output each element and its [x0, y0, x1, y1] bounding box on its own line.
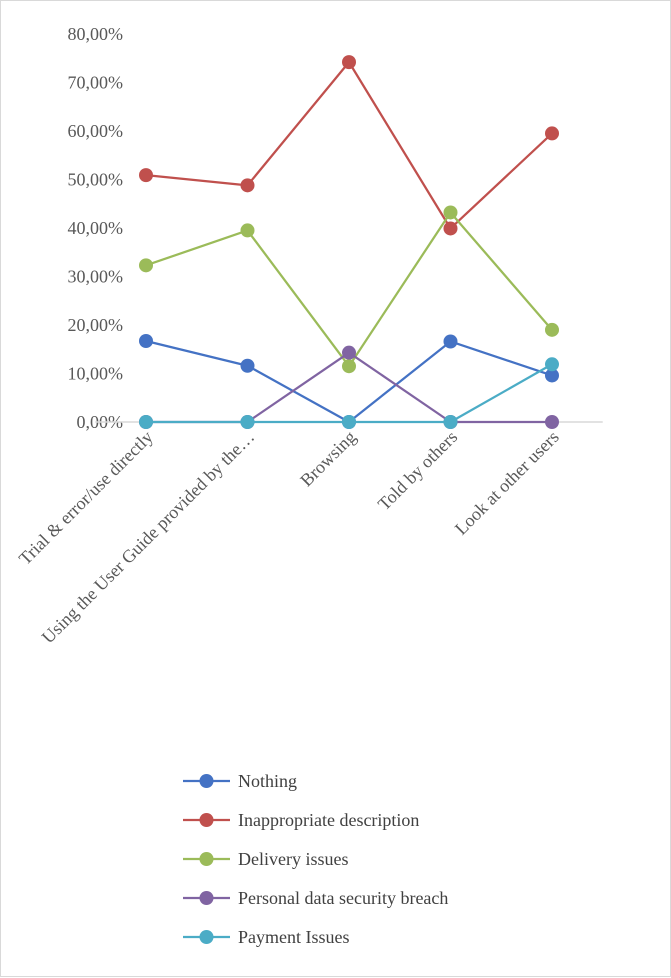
x-tick-label: Using the User Guide provided by the…: [38, 427, 259, 648]
legend-item: Nothing: [183, 771, 297, 791]
legend-item: Delivery issues: [183, 849, 348, 869]
data-point: [240, 358, 255, 373]
legend-swatch-marker: [199, 852, 214, 866]
y-tick-label: 60,00%: [68, 121, 124, 141]
data-point: [342, 345, 356, 360]
legend-swatch-marker: [199, 930, 214, 944]
data-point: [139, 258, 153, 273]
x-tick-label: Told by others: [374, 427, 461, 514]
y-tick-label: 70,00%: [68, 73, 124, 93]
series-line: [145, 61, 553, 230]
legend: Nothing Inappropriate description Delivery…: [183, 771, 448, 947]
data-point: [240, 178, 255, 193]
data-point: [240, 223, 255, 238]
data-point: [240, 415, 255, 429]
legend-item: Personal data security breach: [183, 888, 448, 908]
y-tick-label: 50,00%: [68, 170, 124, 190]
data-point: [342, 55, 356, 70]
legend-label: Personal data security breach: [238, 888, 448, 908]
data-point: [443, 334, 458, 349]
series-delivery-issues: [139, 205, 559, 374]
x-tick-label: Browsing: [296, 427, 360, 491]
y-tick-label: 30,00%: [68, 267, 124, 287]
data-point: [342, 415, 356, 429]
y-tick-label: 20,00%: [68, 315, 124, 335]
legend-label: Payment Issues: [238, 927, 350, 947]
data-point: [139, 168, 153, 183]
legend-item: Inappropriate description: [183, 810, 419, 830]
data-point: [443, 205, 458, 220]
legend-swatch-marker: [199, 774, 214, 788]
data-point: [139, 415, 153, 429]
data-point: [443, 221, 458, 236]
data-point: [545, 368, 559, 383]
legend-item: Payment Issues: [183, 927, 350, 947]
series-line: [145, 211, 553, 368]
legend-swatch-marker: [199, 891, 214, 905]
series-group: [139, 55, 559, 429]
y-tick-label: 40,00%: [68, 218, 124, 238]
legend-swatch-marker: [199, 813, 214, 827]
data-point: [545, 415, 559, 429]
series-payment-issues: [139, 357, 559, 429]
y-tick-label: 80,00%: [68, 24, 124, 44]
legend-label: Nothing: [238, 771, 297, 791]
series-inappropriate-description: [139, 55, 559, 236]
legend-label: Inappropriate description: [238, 810, 419, 830]
data-point: [545, 357, 559, 372]
x-tick-label: Look at other users: [451, 427, 563, 539]
legend-label: Delivery issues: [238, 849, 348, 869]
data-point: [139, 334, 153, 349]
data-point: [545, 322, 559, 337]
data-point: [342, 359, 356, 374]
data-point: [443, 415, 458, 429]
y-tick-label: 10,00%: [68, 364, 124, 384]
data-point: [545, 126, 559, 141]
y-axis-labels: 0,00%10,00%20,00%30,00%40,00%50,00%60,00…: [68, 24, 124, 432]
